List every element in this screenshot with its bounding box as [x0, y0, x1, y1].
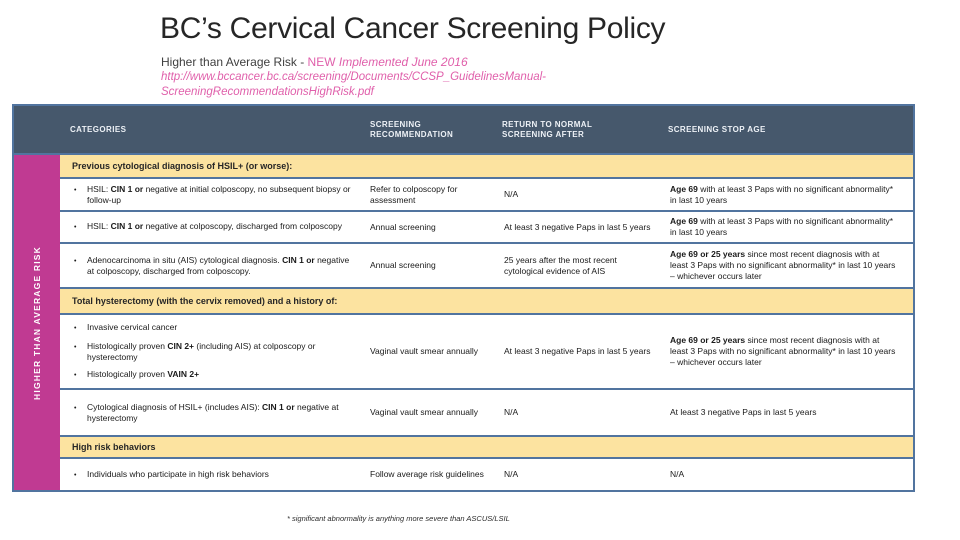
column-header-return-after: RETURN TO NORMAL SCREENING AFTER [502, 119, 593, 139]
category-text: Cytological diagnosis of HSIL+ (includes… [87, 401, 339, 423]
table-rows: Previous cytological diagnosis of HSIL+ … [60, 155, 913, 490]
subtitle-block: Higher than Average Risk - NEW Implement… [161, 55, 546, 100]
return-after-cell: N/A [504, 189, 519, 199]
stop-age-cell: Age 69 or 25 years since most recent dia… [670, 335, 896, 367]
bullet-icon: • [74, 372, 77, 379]
implemented-date: Implemented June 2016 [335, 55, 468, 69]
table-row-hsil-hysterectomy: • Cytological diagnosis of HSIL+ (include… [60, 390, 913, 437]
return-after-cell: 25 years after the most recent cytologic… [504, 254, 617, 276]
recommendation-cell: Vaginal vault smear annually [370, 346, 479, 356]
new-flag: NEW [307, 55, 336, 69]
return-after-cell: At least 3 negative Paps in last 5 years [504, 346, 651, 356]
column-header-categories: CATEGORIES [70, 124, 127, 134]
stop-age-cell: N/A [670, 469, 685, 479]
category-text: Histologically proven VAIN 2+ [87, 369, 200, 379]
categories-cell: • Individuals who participate in high ris… [60, 459, 362, 490]
sidebar-risk-band: HIGHER THAN AVERAGE RISK [14, 155, 60, 490]
category-text: HSIL: CIN 1 or negative at initial colpo… [87, 183, 351, 205]
categories-cell: • HSIL: CIN 1 or negative at colposcopy, … [60, 212, 362, 242]
recommendation-cell: Vaginal vault smear annually [370, 407, 479, 417]
return-after-cell: At least 3 negative Paps in last 5 years [504, 221, 651, 232]
stop-age-cell: At least 3 negative Paps in last 5 years [670, 407, 817, 417]
recommendation-cell: Annual screening [370, 221, 436, 232]
table-body: HIGHER THAN AVERAGE RISK Previous cytolo… [12, 155, 915, 492]
table-row-hsil-initial: • HSIL: CIN 1 or negative at initial colp… [60, 179, 913, 212]
section-header-high-risk-behaviors: High risk behaviors [60, 437, 913, 459]
bullet-icon: • [74, 224, 77, 231]
stop-age-cell: Age 69 or 25 years since most recent dia… [670, 249, 896, 281]
table-row-hsil-discharged: • HSIL: CIN 1 or negative at colposcopy, … [60, 212, 913, 244]
table-row-ais-diagnosis: • Adenocarcinoma in situ (AIS) cytologica… [60, 244, 913, 289]
return-after-cell: N/A [504, 407, 519, 417]
bullet-icon: • [74, 343, 77, 351]
category-text: HSIL: CIN 1 or negative at colposcopy, d… [87, 221, 342, 231]
bullet-icon: • [74, 257, 77, 265]
stop-age-cell: Age 69 with at least 3 Paps with no sign… [670, 216, 894, 237]
column-header-stop-age: SCREENING STOP AGE [668, 124, 766, 134]
categories-cell: • Invasive cervical cancer • Histologicall… [60, 315, 362, 388]
section-header-total-hysterectomy: Total hysterectomy (with the cervix remo… [60, 289, 913, 315]
category-text: Histologically proven CIN 2+ (including … [87, 340, 316, 362]
recommendation-cell: Refer to colposcopy for assessment [370, 183, 458, 205]
recommendation-cell: Follow average risk guidelines [370, 469, 484, 479]
table-row-hysterectomy-history: • Invasive cervical cancer • Histologicall… [60, 315, 913, 390]
bullet-icon: • [74, 404, 77, 412]
screening-table: CATEGORIES SCREENING RECOMMENDATION RETU… [12, 104, 915, 492]
stop-age-cell: Age 69 with at least 3 Paps with no sign… [670, 183, 894, 205]
categories-cell: • HSIL: CIN 1 or negative at initial colp… [60, 179, 362, 210]
return-after-cell: N/A [504, 469, 519, 479]
bullet-icon: • [74, 325, 77, 332]
section-header-previous-cytology: Previous cytological diagnosis of HSIL+ … [60, 155, 913, 179]
bullet-icon: • [74, 186, 77, 194]
categories-cell: • Adenocarcinoma in situ (AIS) cytologica… [60, 244, 362, 287]
category-text: Individuals who participate in high risk… [87, 468, 269, 479]
source-url-line1[interactable]: http://www.bccancer.bc.ca/screening/Docu… [161, 71, 547, 83]
column-header-recommendation: SCREENING RECOMMENDATION [370, 119, 454, 139]
page-title: BC’s Cervical Cancer Screening Policy [160, 12, 666, 45]
category-text: Invasive cervical cancer [87, 322, 178, 332]
risk-label: Higher than Average Risk - [161, 55, 308, 69]
category-text: Adenocarcinoma in situ (AIS) cytological… [87, 254, 350, 276]
bullet-icon: • [74, 471, 77, 479]
table-row-high-risk-behaviors: • Individuals who participate in high ris… [60, 459, 913, 490]
recommendation-cell: Annual screening [370, 260, 436, 270]
subtitle-line: Higher than Average Risk - NEW Implement… [161, 55, 546, 70]
source-url-line2[interactable]: ScreeningRecommendationsHighRisk.pdf [161, 86, 374, 98]
table-header-row: CATEGORIES SCREENING RECOMMENDATION RETU… [12, 104, 915, 155]
footnote: * significant abnormality is anything mo… [287, 514, 510, 523]
categories-cell: • Cytological diagnosis of HSIL+ (include… [60, 390, 362, 435]
sidebar-risk-label: HIGHER THAN AVERAGE RISK [32, 245, 42, 400]
